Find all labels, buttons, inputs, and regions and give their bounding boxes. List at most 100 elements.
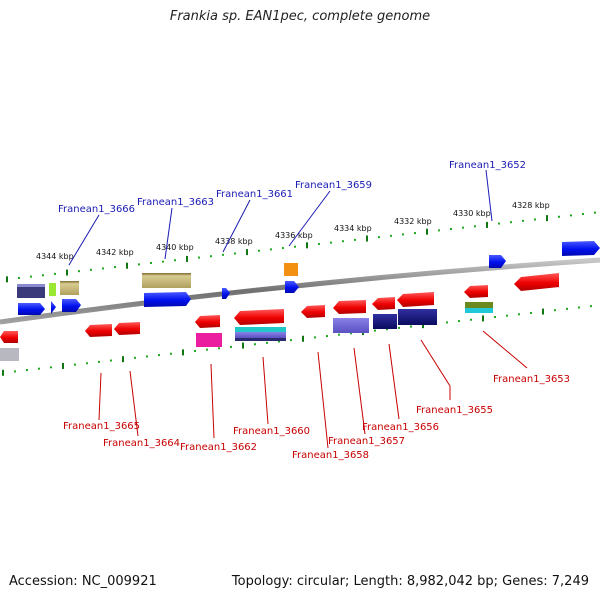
leader-line xyxy=(68,214,100,266)
gene-label-top: Franean1_3666 xyxy=(58,204,135,215)
gene-label-bottom: Franean1_3664 xyxy=(103,438,180,449)
ruler-dot xyxy=(170,352,172,355)
ruler-dot xyxy=(374,329,376,332)
ruler-dot xyxy=(438,229,440,232)
ruler-dot xyxy=(266,341,268,344)
gene-feature xyxy=(18,303,45,315)
ruler-dot xyxy=(494,316,496,319)
ruler-dot xyxy=(198,256,200,259)
gene-feature xyxy=(397,292,434,307)
ruler-dot xyxy=(318,242,320,245)
ruler-dot xyxy=(570,214,572,217)
gene-label-bottom: Franean1_3653 xyxy=(493,374,570,385)
ruler-tick xyxy=(62,362,64,369)
map-title: Frankia sp. EAN1pec, complete genome xyxy=(169,9,431,24)
ruler-tick xyxy=(482,315,484,322)
ruler-dot xyxy=(354,238,356,241)
gene-label-bottom: Franean1_3658 xyxy=(292,450,369,461)
ruler-tick xyxy=(302,335,304,342)
ruler-dot xyxy=(530,311,532,314)
ruler-label: 4334 kbp xyxy=(334,224,372,233)
leader-line xyxy=(210,363,215,439)
ruler-dot xyxy=(342,240,344,243)
ruler-dot xyxy=(386,328,388,331)
leader-line xyxy=(482,330,528,369)
ruler-dot xyxy=(410,325,412,328)
ruler-dot xyxy=(110,359,112,362)
leader-line xyxy=(288,190,331,247)
gene-label-top: Franean1_3659 xyxy=(295,180,372,191)
ruler-tick xyxy=(426,228,428,235)
ruler-tick xyxy=(246,249,248,256)
gene-feature xyxy=(195,315,220,328)
ruler-dot xyxy=(522,219,524,222)
gene-feature xyxy=(60,281,79,295)
ruler-dot xyxy=(458,320,460,323)
ruler-dot xyxy=(138,263,140,266)
ruler-dot xyxy=(590,305,592,308)
ruler-dot xyxy=(222,253,224,256)
ruler-dot xyxy=(278,340,280,343)
ruler-dot xyxy=(578,306,580,309)
ruler-dot xyxy=(470,318,472,321)
ruler-dot xyxy=(146,355,148,358)
leader-line xyxy=(353,347,366,435)
ruler-dot xyxy=(114,266,116,269)
ruler-dot xyxy=(54,272,56,275)
ruler-tick xyxy=(122,356,124,363)
gene-feature xyxy=(51,301,56,314)
ruler-dot xyxy=(86,362,88,365)
gene-feature xyxy=(373,314,397,329)
gene-feature xyxy=(114,322,140,335)
ruler-tick xyxy=(486,221,488,228)
gene-feature xyxy=(235,332,286,338)
ruler-dot xyxy=(234,252,236,255)
ruler-tick xyxy=(366,235,368,242)
ruler-dot xyxy=(510,221,512,224)
gene-label-bottom: Franean1_3660 xyxy=(233,426,310,437)
ruler-tick xyxy=(542,308,544,315)
ruler-dot xyxy=(294,245,296,248)
ruler-tick xyxy=(242,342,244,349)
gene-feature xyxy=(196,333,222,347)
ruler-label: 4338 kbp xyxy=(215,237,253,246)
ruler-dot xyxy=(594,211,596,214)
ruler-tick xyxy=(126,262,128,269)
ruler-tick xyxy=(306,242,308,249)
gene-feature xyxy=(17,284,45,287)
reverse-genes xyxy=(0,273,559,361)
ruler-dot xyxy=(218,347,220,350)
leader-line xyxy=(164,207,173,260)
gene-feature xyxy=(464,285,488,298)
ruler-dot xyxy=(194,350,196,353)
ruler-dot xyxy=(38,367,40,370)
ruler-dot xyxy=(314,336,316,339)
gene-feature xyxy=(301,305,325,318)
ruler-dot xyxy=(254,343,256,346)
gene-feature xyxy=(142,273,191,288)
ruler-dot xyxy=(518,313,520,316)
ruler-dot xyxy=(30,275,32,278)
gene-label-bottom: Franean1_3656 xyxy=(362,422,439,433)
accession-text: Accession: NC_009921 xyxy=(9,574,157,589)
gene-feature xyxy=(62,299,81,312)
gene-label-bottom: Franean1_3665 xyxy=(63,421,140,432)
gene-feature xyxy=(333,300,366,314)
ruler-dot xyxy=(158,354,160,357)
ruler-dot xyxy=(90,268,92,271)
ruler-dot xyxy=(474,225,476,228)
leader-line xyxy=(129,370,139,437)
ruler-dot xyxy=(42,274,44,277)
gene-feature xyxy=(465,302,493,308)
leader-line xyxy=(485,169,493,222)
ruler-tick xyxy=(6,276,8,283)
gene-label-bottom: Franean1_3655 xyxy=(416,405,493,416)
ruler-dot xyxy=(150,262,152,264)
leader-line xyxy=(222,199,251,253)
ruler-dot xyxy=(174,259,176,262)
leader-line xyxy=(98,372,102,421)
ruler-dot xyxy=(414,232,416,235)
ruler-dot xyxy=(558,215,560,218)
leader-line xyxy=(317,351,329,449)
gene-feature xyxy=(489,255,506,268)
